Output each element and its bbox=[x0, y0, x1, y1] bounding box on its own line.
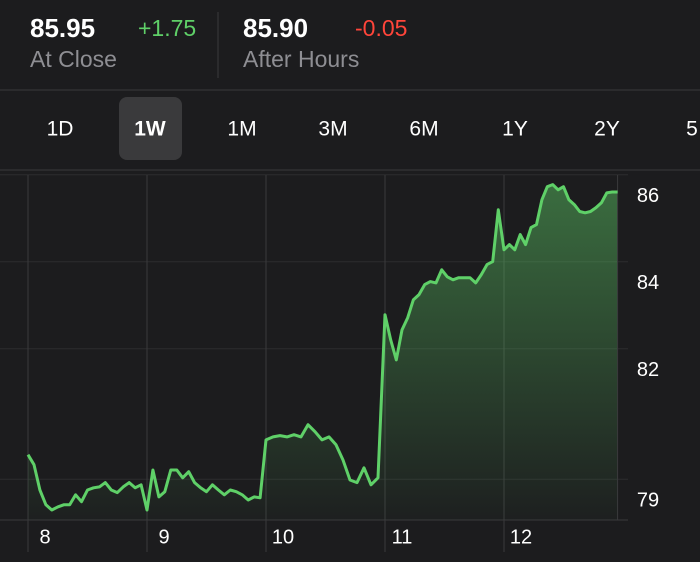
tab[interactable]: 1W bbox=[134, 118, 166, 141]
after-label: After Hours bbox=[243, 46, 359, 72]
after-price: 85.90 bbox=[243, 13, 308, 43]
y-tick-label: 84 bbox=[637, 272, 659, 294]
close-change: +1.75 bbox=[138, 15, 196, 41]
close-price: 85.95 bbox=[30, 13, 95, 43]
price-line bbox=[26, 183, 618, 512]
x-tick-label: 9 bbox=[158, 526, 169, 548]
tab[interactable]: 1Y bbox=[502, 118, 528, 141]
y-tick-label: 82 bbox=[637, 359, 659, 381]
x-tick-label: 12 bbox=[510, 526, 532, 548]
tab[interactable]: 1M bbox=[227, 118, 256, 141]
tab[interactable]: 3M bbox=[318, 118, 347, 141]
tab[interactable]: 5 bbox=[686, 118, 698, 141]
tab-selected-bg bbox=[119, 97, 182, 160]
close-label: At Close bbox=[30, 46, 117, 72]
tab[interactable]: 2Y bbox=[594, 118, 620, 141]
after-change: -0.05 bbox=[355, 15, 407, 41]
tab[interactable]: 6M bbox=[409, 118, 438, 141]
x-tick-label: 10 bbox=[272, 526, 294, 548]
price-area bbox=[28, 184, 618, 520]
x-tick-label: 8 bbox=[39, 526, 50, 548]
y-tick-label: 86 bbox=[637, 185, 659, 207]
tab[interactable]: 1D bbox=[47, 118, 74, 141]
y-tick-label: 79 bbox=[637, 490, 659, 512]
x-tick-label: 11 bbox=[392, 526, 413, 548]
